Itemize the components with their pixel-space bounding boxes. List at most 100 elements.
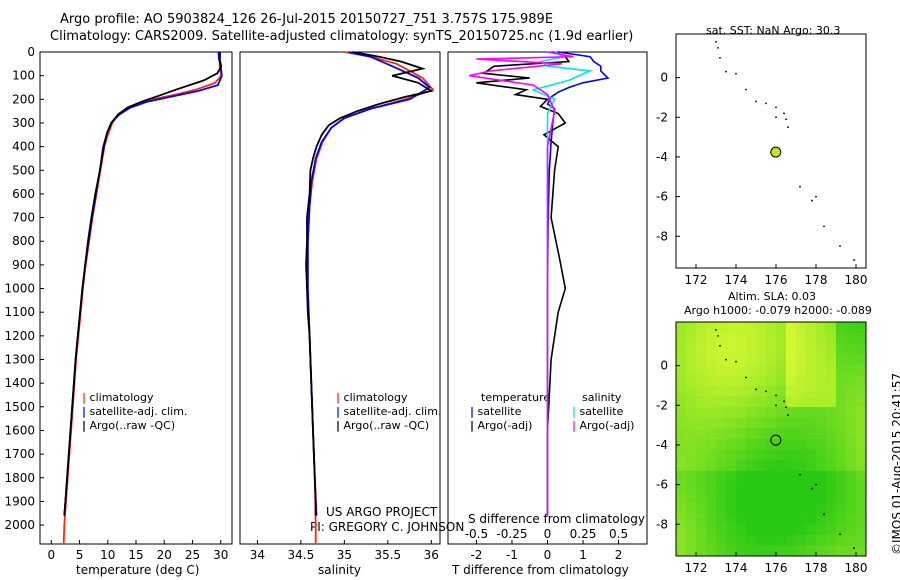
- island-dot: [735, 72, 737, 75]
- sla-cell: [766, 343, 777, 355]
- sla-cell: [686, 492, 697, 504]
- sla-cell: [796, 417, 807, 429]
- sla-cell: [846, 396, 857, 408]
- diff-legend-sal-satellite: | satellite: [572, 405, 624, 418]
- sla-cell: [846, 322, 857, 334]
- sla-cell: [746, 332, 757, 344]
- sst-map-y-tick-label: -4: [656, 150, 668, 164]
- sla-cell: [826, 343, 837, 355]
- sla-cell: [766, 417, 777, 429]
- sla-map-y-tick-label: -2: [656, 398, 668, 412]
- temp-x-tick-label: 20: [157, 548, 172, 562]
- sla-cell: [696, 385, 707, 397]
- sst-map-x-tick-label: 174: [725, 273, 748, 287]
- y-tick-label: 1600: [4, 423, 35, 437]
- island-dot: [853, 547, 855, 549]
- sla-cell: [676, 343, 687, 355]
- sla-cell: [686, 502, 697, 514]
- sla-cell: [676, 481, 687, 493]
- sla-cell: [856, 460, 867, 472]
- sla-cell: [766, 534, 777, 546]
- sla-cell: [816, 375, 827, 387]
- sla-cell: [766, 322, 777, 334]
- sla-cell: [776, 375, 787, 387]
- sla-cell: [726, 534, 737, 546]
- sla-cell: [766, 470, 777, 483]
- sla-cell: [816, 481, 827, 493]
- sla-cell: [716, 428, 727, 440]
- sla-cell: [826, 492, 837, 504]
- sla-cell: [846, 492, 857, 504]
- sla-cell: [756, 343, 767, 355]
- sla-cell: [706, 545, 717, 557]
- sla-cell: [836, 502, 847, 514]
- sla-cell: [706, 524, 717, 536]
- sla-cell: [746, 460, 757, 472]
- sla-cell: [766, 332, 777, 344]
- sla-cell: [796, 449, 807, 461]
- sla-cell: [676, 332, 687, 344]
- sla-cell: [706, 460, 717, 472]
- sla-cell: [836, 396, 847, 408]
- sla-cell: [696, 545, 707, 557]
- sla-cell: [736, 417, 747, 429]
- sla-cell: [676, 407, 687, 419]
- diff-legend-temp-argo: | Argo(-adj): [470, 419, 533, 432]
- sst-map-x-tick-label: 180: [845, 273, 868, 287]
- sla-cell: [746, 375, 757, 387]
- sla-cell: [836, 375, 847, 387]
- sla-cell: [756, 492, 767, 504]
- sla-cell: [736, 470, 747, 483]
- island-dot: [839, 533, 841, 536]
- sla-cell: [746, 492, 757, 504]
- island-dot: [785, 118, 787, 121]
- sla-cell: [776, 470, 787, 483]
- sla-cell: [696, 407, 707, 419]
- sla-cell: [756, 322, 767, 334]
- sla-cell: [706, 375, 717, 387]
- sla-cell: [736, 407, 747, 419]
- sla-cell: [736, 492, 747, 504]
- sla-cell: [766, 449, 777, 461]
- sla-map-x-tick-label: 178: [805, 561, 828, 575]
- sla-cell: [776, 481, 787, 493]
- sla-cell: [766, 375, 777, 387]
- temp-x-tick-label: 0: [47, 548, 55, 562]
- sla-cell: [856, 545, 867, 557]
- sla-cell: [786, 343, 797, 355]
- sla-cell: [736, 343, 747, 355]
- sla-cell: [846, 439, 857, 451]
- sla-cell: [766, 460, 777, 472]
- sla-cell: [816, 513, 827, 525]
- island-dot: [755, 100, 757, 103]
- y-tick-label: 500: [12, 163, 35, 177]
- sla-cell: [856, 332, 867, 344]
- sla-cell: [726, 470, 737, 483]
- sla-cell: [716, 460, 727, 472]
- diff-t-tick-label: 0: [544, 548, 552, 562]
- sal-series-climatology: [306, 51, 435, 544]
- sla-cell: [856, 396, 867, 408]
- island-dot: [717, 334, 719, 337]
- diff-s-tick-label: 0.25: [570, 527, 597, 541]
- sla-cell: [776, 428, 787, 440]
- sla-cell: [826, 470, 837, 483]
- sla-cell: [786, 439, 797, 451]
- sla-cell: [836, 492, 847, 504]
- sla-cell: [796, 343, 807, 355]
- sst-map-frame: [675, 33, 867, 269]
- sla-cell: [756, 428, 767, 440]
- island-dot: [811, 199, 813, 202]
- sla-cell: [726, 460, 737, 472]
- island-dot: [715, 329, 717, 331]
- sla-cell: [826, 502, 837, 514]
- sla-cell: [856, 439, 867, 451]
- sla-cell: [756, 417, 767, 429]
- sla-cell: [686, 343, 697, 355]
- y-tick-label: 700: [12, 211, 35, 225]
- sla-cell: [726, 396, 737, 408]
- sla-cell: [856, 364, 867, 376]
- y-tick-label: 1100: [4, 305, 35, 319]
- sla-cell: [796, 524, 807, 536]
- difference-xlabel-top: S difference from climatology: [468, 512, 645, 526]
